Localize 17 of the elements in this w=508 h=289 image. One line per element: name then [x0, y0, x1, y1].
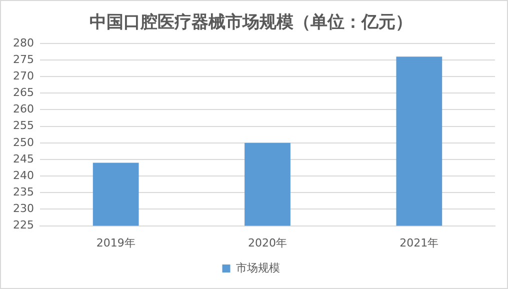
x-tick-label: 2021年 — [400, 236, 439, 250]
y-tick-label: 250 — [12, 136, 34, 149]
y-tick-label: 270 — [12, 69, 34, 82]
y-tick-label: 225 — [12, 218, 34, 232]
y-tick-label: 235 — [12, 185, 34, 198]
y-tick-label: 260 — [12, 102, 34, 116]
legend-label: 市场规模 — [236, 261, 280, 274]
y-tick-label: 280 — [12, 36, 34, 50]
y-tick-label: 230 — [12, 202, 34, 216]
x-tick-label: 2020年 — [248, 236, 287, 250]
y-tick-label: 245 — [12, 152, 34, 166]
y-tick-label: 265 — [12, 86, 34, 100]
y-tick-label: 240 — [12, 168, 34, 182]
chart-title: 中国口腔医疗器械市场规模（单位：亿元） — [90, 12, 412, 33]
x-tick-label: 2019年 — [96, 236, 136, 250]
y-tick-label: 255 — [12, 119, 34, 132]
y-tick-label: 275 — [12, 52, 34, 66]
